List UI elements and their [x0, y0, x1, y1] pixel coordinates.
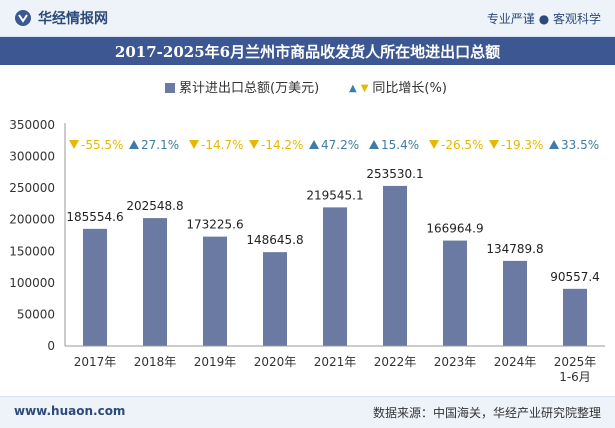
legend-item-growth: ▲ ▼ 同比增长(%) — [349, 77, 447, 96]
bar-value-label: 185554.6 — [66, 210, 123, 224]
legend-label-growth: 同比增长(%) — [372, 81, 447, 96]
bar-value-label: 134789.8 — [486, 242, 543, 256]
bar-value-label: 148645.8 — [246, 233, 303, 247]
footer-bar: www.huaon.com 数据来源：中国海关，华经产业研究院整理 — [0, 396, 615, 428]
legend-label-total: 累计进出口总额(万美元) — [179, 81, 320, 96]
chart-legend: 累计进出口总额(万美元) ▲ ▼ 同比增长(%) — [0, 77, 615, 96]
huajing-logo-icon — [15, 10, 31, 26]
title-bar: 2017-2025年6月兰州市商品收发货人所在地进出口总额 — [0, 37, 615, 65]
y-tick-label: 0 — [47, 339, 55, 353]
bars — [83, 185, 587, 346]
x-tick-label: 2022年 — [374, 355, 417, 369]
bar-value-label: 219545.1 — [306, 188, 363, 202]
growth-label: -14.7% — [201, 138, 243, 152]
x-tick-label: 2020年 — [254, 355, 297, 369]
x-tick-label: 2017年 — [74, 355, 117, 369]
down-triangle-icon — [249, 140, 259, 149]
y-tick-label: 250000 — [9, 181, 55, 195]
y-tick-label: 300000 — [9, 150, 55, 164]
growth-label: -19.3% — [501, 138, 543, 152]
bar — [383, 185, 407, 346]
bar — [203, 236, 227, 346]
bar — [503, 260, 527, 346]
growth-label: -55.5% — [81, 138, 123, 152]
y-tick-label: 150000 — [9, 244, 55, 258]
up-triangle-icon — [129, 140, 139, 149]
y-tick-label: 50000 — [17, 307, 55, 321]
bar — [83, 228, 107, 346]
x-tick-label: 2023年 — [434, 355, 477, 369]
bar-value-label: 202548.8 — [126, 199, 183, 213]
y-axis: 0 50000 100000 150000 200000 250000 300000 3500… — [9, 118, 66, 353]
bar — [143, 218, 167, 346]
y-tick-label: 200000 — [9, 213, 55, 227]
tagline: 专业严谨 ● 客观科学 — [486, 12, 601, 26]
up-triangle-icon — [309, 140, 319, 149]
down-triangle-icon — [489, 140, 499, 149]
x-tick-label: 2019年 — [194, 355, 237, 369]
y-tick-label: 350000 — [9, 118, 55, 132]
legend-bar-swatch — [165, 83, 175, 93]
bar — [263, 252, 287, 346]
growth-label: 15.4% — [381, 138, 419, 152]
bar-value-label: 90557.4 — [550, 270, 600, 284]
legend-up-triangle-icon: ▲ — [349, 83, 357, 94]
footer-url: www.huaon.com — [14, 404, 126, 418]
growth-label: -14.2% — [261, 138, 303, 152]
x-tick-label: 2025年 — [554, 355, 597, 369]
x-axis: 2017年 2018年 2019年 2020年 2021年 2022年 2023年 2024年… — [65, 345, 605, 384]
growth-label: 27.1% — [141, 138, 179, 152]
bar — [443, 240, 467, 346]
y-tick-label: 100000 — [9, 276, 55, 290]
chart-title: 2017-2025年6月兰州市商品收发货人所在地进出口总额 — [114, 43, 501, 61]
x-tick-label: 2018年 — [134, 355, 177, 369]
bar-value-label: 166964.9 — [426, 222, 483, 236]
growth-label: -26.5% — [441, 138, 483, 152]
footer-source: 数据来源：中国海关，华经产业研究院整理 — [372, 406, 601, 420]
x-tick-label: 1-6月 — [559, 370, 591, 384]
down-triangle-icon — [429, 140, 439, 149]
legend-down-triangle-icon: ▼ — [360, 83, 369, 94]
bar-value-label: 173225.6 — [186, 218, 243, 232]
site-name: 华经情报网 — [38, 11, 108, 27]
x-tick-label: 2024年 — [494, 355, 537, 369]
growth-label: 33.5% — [561, 138, 599, 152]
up-triangle-icon — [369, 140, 379, 149]
growth-label: 47.2% — [321, 138, 359, 152]
down-triangle-icon — [189, 140, 199, 149]
growth-labels: -55.5% 27.1% -14.7% -14.2% 47.2% 15.4% -26.5% -… — [69, 138, 599, 152]
legend-item-total: 累计进出口总额(万美元) — [165, 77, 319, 96]
header-bar: 华经情报网 专业严谨 ● 客观科学 — [0, 0, 615, 37]
up-triangle-icon — [549, 140, 559, 149]
bar-value-label: 253530.1 — [366, 167, 423, 181]
bar — [323, 207, 347, 346]
x-tick-label: 2021年 — [314, 355, 357, 369]
down-triangle-icon — [69, 140, 79, 149]
bar — [563, 288, 587, 346]
